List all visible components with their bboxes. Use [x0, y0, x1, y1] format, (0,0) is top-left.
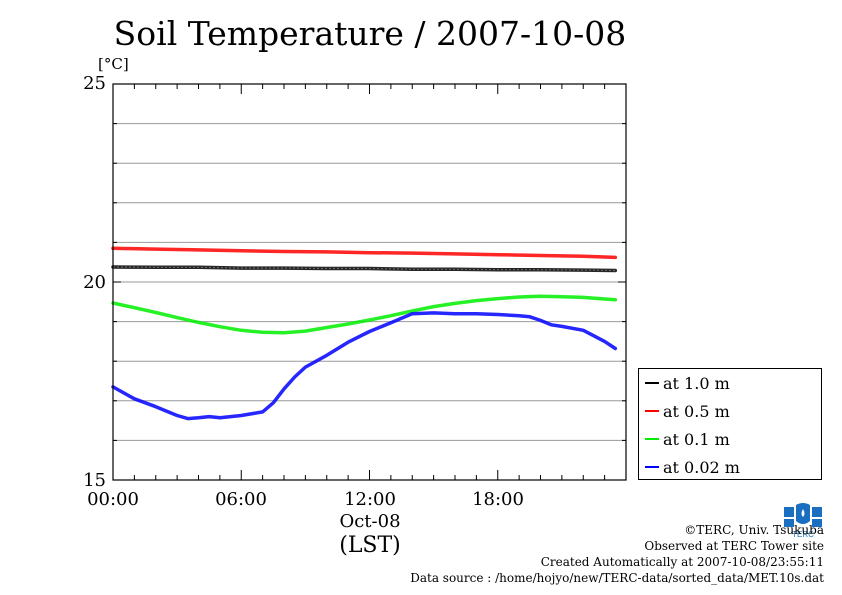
logo-text: TERC: [792, 530, 814, 539]
x-tick-label-1800: 18:00: [472, 489, 524, 510]
y-tick-label-25: 25: [83, 73, 106, 94]
y-axis-unit: [°C]: [98, 55, 129, 73]
legend-label-05m: at 0.5 m: [663, 401, 730, 421]
legend-label-002m: at 0.02 m: [663, 457, 740, 477]
legend-item-05m: at 0.5 m: [645, 398, 730, 424]
legend-label-01m: at 0.1 m: [663, 429, 730, 449]
x-tick-label-1200: 12:00: [344, 489, 396, 510]
series-line-at-0-1-m: [111, 294, 618, 335]
credit-created: Created Automatically at 2007-10-08/23:5…: [540, 555, 824, 569]
legend-swatch-05m: [645, 410, 659, 412]
x-tick-label-0600: 06:00: [215, 489, 267, 510]
legend-swatch-01m: [645, 438, 659, 440]
credits-block: ©TERC, Univ. Tsukuba Observed at TERC To…: [410, 522, 824, 586]
plot-frame: [112, 83, 627, 481]
credit-source: Data source : /home/hojyo/new/TERC-data/…: [410, 571, 824, 585]
terc-logo-icon: TERC: [782, 503, 824, 539]
legend: at 1.0 m at 0.5 m at 0.1 m at 0.02 m: [638, 368, 822, 480]
legend-item-1m: at 1.0 m: [645, 370, 730, 396]
legend-label-1m: at 1.0 m: [663, 373, 730, 393]
legend-item-002m: at 0.02 m: [645, 454, 740, 480]
y-tick-label-20: 20: [83, 272, 106, 293]
x-axis-label: (LST): [339, 533, 401, 558]
series-line-at-0-02-m: [111, 311, 618, 421]
legend-item-01m: at 0.1 m: [645, 426, 730, 452]
series-line-overlay: [112, 266, 616, 272]
x-tick-label-0000: 00:00: [87, 489, 139, 510]
x-date-label: Oct-08: [339, 511, 401, 532]
chart-title: Soil Temperature / 2007-10-08: [113, 14, 627, 53]
credit-copyright: ©TERC, Univ. Tsukuba: [684, 523, 824, 537]
series-line-at-0-5-m: [111, 246, 618, 260]
series-line-at-1-0-m: [111, 265, 618, 273]
legend-swatch-1m: [645, 382, 659, 384]
y-tick-label-15: 15: [83, 470, 106, 491]
legend-swatch-002m: [645, 466, 659, 468]
credit-observed: Observed at TERC Tower site: [644, 539, 824, 553]
